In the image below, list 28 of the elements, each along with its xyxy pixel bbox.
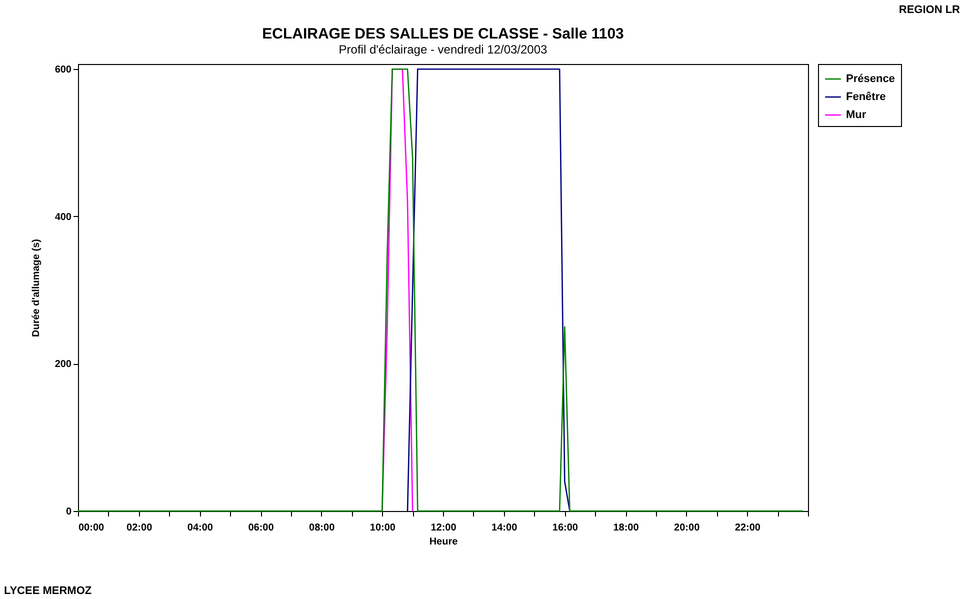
legend-label: Présence <box>846 73 895 85</box>
x-tick-label: 18:00 <box>613 522 640 534</box>
chart-title: ECLAIRAGE DES SALLES DE CLASSE - Salle 1103 <box>262 26 624 42</box>
x-tick-label: 06:00 <box>248 522 274 534</box>
x-axis-title: Heure <box>429 536 458 548</box>
line-series <box>406 68 570 512</box>
x-tick-label: 20:00 <box>674 522 700 534</box>
legend-label: Fenêtre <box>846 91 886 103</box>
x-tick-label: 10:00 <box>370 522 396 534</box>
y-tick-label: 0 <box>66 506 72 518</box>
text: REGION LR <box>898 4 960 16</box>
text: LYCEE MERMOZ <box>4 585 92 597</box>
y-tick-label: 600 <box>54 64 72 76</box>
y-tick-label: 200 <box>54 359 72 370</box>
legend-label: Mur <box>846 109 867 121</box>
y-axis-title: Durée d'allumage (s) <box>30 239 42 337</box>
chart-subtitle: Profil d'éclairage - vendredi 12/03/2003 <box>338 42 548 56</box>
line-series <box>77 68 804 512</box>
x-tick-label: 12:00 <box>430 522 457 534</box>
x-tick-label: 16:00 <box>552 522 578 534</box>
x-tick-label: 02:00 <box>126 522 153 534</box>
x-tick-label: 08:00 <box>309 522 336 534</box>
line-series <box>382 68 414 512</box>
x-tick-label: 04:00 <box>187 522 214 534</box>
y-tick-label: 400 <box>54 212 72 223</box>
x-tick-label: 22:00 <box>734 522 761 534</box>
x-tick-label: 00:00 <box>78 522 105 534</box>
x-tick-label: 14:00 <box>492 522 518 534</box>
